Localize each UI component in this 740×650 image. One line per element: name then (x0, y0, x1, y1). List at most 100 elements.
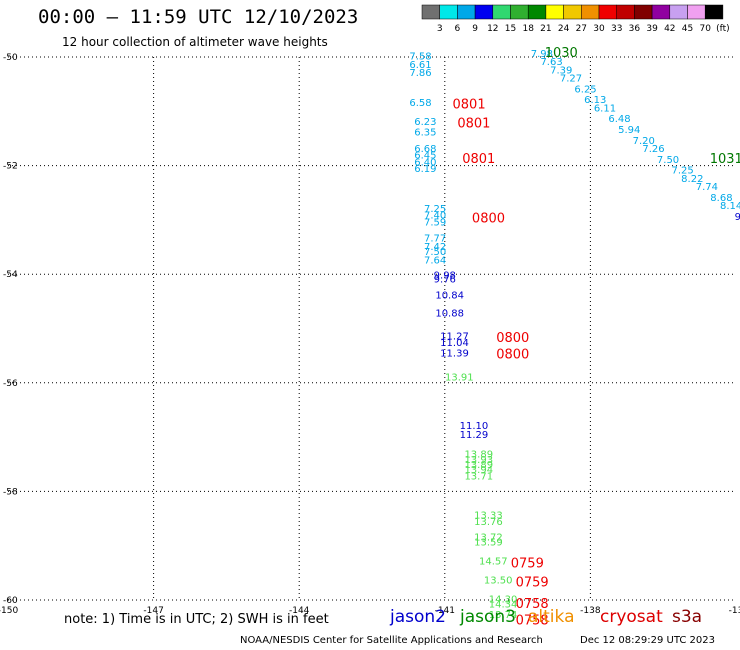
wave-height-label: 7.64 (424, 255, 446, 266)
wave-height-label: 7.86 (409, 68, 431, 79)
wave-height-label: 7.42 (424, 242, 446, 253)
pass-time-label: 0758 (516, 597, 549, 612)
wave-height-label: 7.27 (560, 73, 582, 84)
wave-height-label: 13.89 (464, 450, 493, 461)
y-tick-label: -56 (3, 379, 18, 389)
wave-height-label: 8.14 (720, 201, 740, 212)
y-tick-label: -58 (3, 487, 18, 497)
wave-height-label: 6.23 (414, 117, 436, 128)
colorbar-label: 21 (540, 24, 551, 34)
pass-time-label: 0801 (453, 98, 486, 113)
colorbar-label: 15 (505, 24, 516, 34)
pass-time-label: 0800 (472, 212, 505, 227)
wave-height-label: 9.05 (735, 212, 740, 223)
wave-height-label: 6.68 (414, 144, 436, 155)
y-tick-label: -60 (3, 596, 18, 606)
wave-height-label: 7.98 (531, 49, 553, 60)
wave-height-label: 7.59 (424, 217, 446, 228)
pass-time-label: 1030 (545, 46, 578, 61)
wave-height-label: 14.30 (489, 595, 518, 606)
wave-height-label: 7.39 (550, 65, 572, 76)
wave-height-label: 7.25 (671, 166, 693, 177)
wave-height-label: 6.13 (584, 95, 606, 106)
colorbar-label: 3 (437, 24, 443, 34)
pass-time-label: 0759 (511, 556, 544, 571)
pass-time-label: 0801 (457, 117, 490, 132)
x-tick-label: -13 (729, 606, 740, 616)
wave-height-label: 7.20 (633, 136, 655, 147)
wave-height-label: 11.04 (440, 338, 469, 349)
colorbar-label: 9 (472, 24, 478, 34)
colorbar-label: 6 (455, 24, 461, 34)
wave-height-label: 6.45 (414, 151, 436, 162)
wave-height-label: 6.25 (574, 84, 596, 95)
wave-height-label: 13.72 (474, 532, 503, 543)
wave-height-label: 6.61 (409, 60, 431, 71)
wave-height-label: 7.50 (657, 155, 679, 166)
wave-height-label: 13.91 (445, 373, 474, 384)
colorbar-label: 39 (646, 24, 658, 34)
satellite-legend-jason3: jason3 (460, 607, 516, 627)
wave-height-label: 9.98 (434, 271, 456, 282)
colorbar-swatch (704, 4, 724, 20)
wave-height-label: 7.63 (540, 57, 562, 68)
x-tick-label: -141 (435, 606, 455, 616)
wave-height-label: 6.11 (594, 103, 616, 114)
y-tick-label: -54 (3, 270, 18, 280)
wave-height-label: 13.71 (464, 471, 493, 482)
colorbar-label: 27 (576, 24, 587, 34)
wave-height-label: 6.40 (414, 158, 436, 169)
colorbar-legend: 3 6 9 12 15 18 21 24 27 30 33 36 39 42 45 70 (ft) (421, 4, 730, 34)
colorbar-label: 45 (682, 24, 693, 34)
wave-height-label: 8.68 (710, 193, 732, 204)
wave-height-label: 7.74 (696, 182, 718, 193)
wave-height-label: 9.76 (434, 274, 456, 285)
colorbar-label: 30 (593, 24, 605, 34)
colorbar-label: 33 (611, 24, 622, 34)
wave-height-label: 7.77 (424, 234, 446, 245)
wave-height-label: 10.84 (435, 291, 464, 302)
wave-height-label: 6.35 (414, 128, 436, 139)
pass-time-label: 1031 (710, 152, 740, 167)
satellite-legend-s3a: s3a (672, 607, 703, 627)
wave-height-label: 7.58 (409, 52, 431, 63)
wave-height-label: 7.25 (424, 204, 446, 215)
colorbar-label: 42 (664, 24, 675, 34)
colorbar-label: 70 (699, 24, 711, 34)
wave-height-label: 11.29 (460, 430, 489, 441)
colorbar-label: (ft) (716, 24, 730, 34)
wave-height-label: 10.88 (435, 309, 464, 320)
wave-height-label: 13.76 (474, 517, 503, 528)
chart-subtitle: 12 hour collection of altimeter wave hei… (62, 35, 328, 49)
colorbar-label: 24 (558, 24, 570, 34)
x-tick-label: -147 (143, 606, 163, 616)
wave-height-label: 7.50 (424, 247, 446, 258)
wave-height-label: 6.48 (608, 114, 630, 125)
wave-height-label: 11.27 (440, 331, 469, 342)
pass-time-label: 0758 (516, 613, 549, 628)
colorbar-label: 36 (629, 24, 641, 34)
x-tick-label: -144 (289, 606, 310, 616)
wave-height-label: 14.34 (489, 600, 518, 611)
wave-height-label: 13.94 (464, 465, 493, 476)
x-tick-label: -138 (580, 606, 601, 616)
wave-height-label: 11.39 (440, 349, 469, 360)
wave-height-label: 7.26 (642, 144, 664, 155)
pass-time-label: 0800 (496, 331, 529, 346)
wave-height-label: 13.89 (464, 460, 493, 471)
satellite-legend-jason2: jason2 (390, 607, 446, 627)
wave-height-label: 13.93 (464, 455, 493, 466)
satellite-legend-altika: altika (528, 607, 575, 627)
wave-height-label: 7.40 (424, 210, 446, 221)
wave-height-label: 13.50 (484, 576, 513, 587)
pass-time-label: 0759 (516, 575, 549, 590)
wave-height-label: 8.22 (681, 174, 703, 185)
wave-height-label: 6.58 (409, 98, 431, 109)
pass-time-label: 0801 (462, 152, 495, 167)
wave-height-label: 14.57 (479, 557, 508, 568)
footer-credit: NOAA/NESDIS Center for Satellite Applica… (240, 635, 543, 646)
wave-height-label: 6.19 (414, 164, 436, 175)
footer-note: note: 1) Time is in UTC; 2) SWH is in fe… (64, 612, 329, 627)
pass-time-label: 0800 (496, 347, 529, 362)
